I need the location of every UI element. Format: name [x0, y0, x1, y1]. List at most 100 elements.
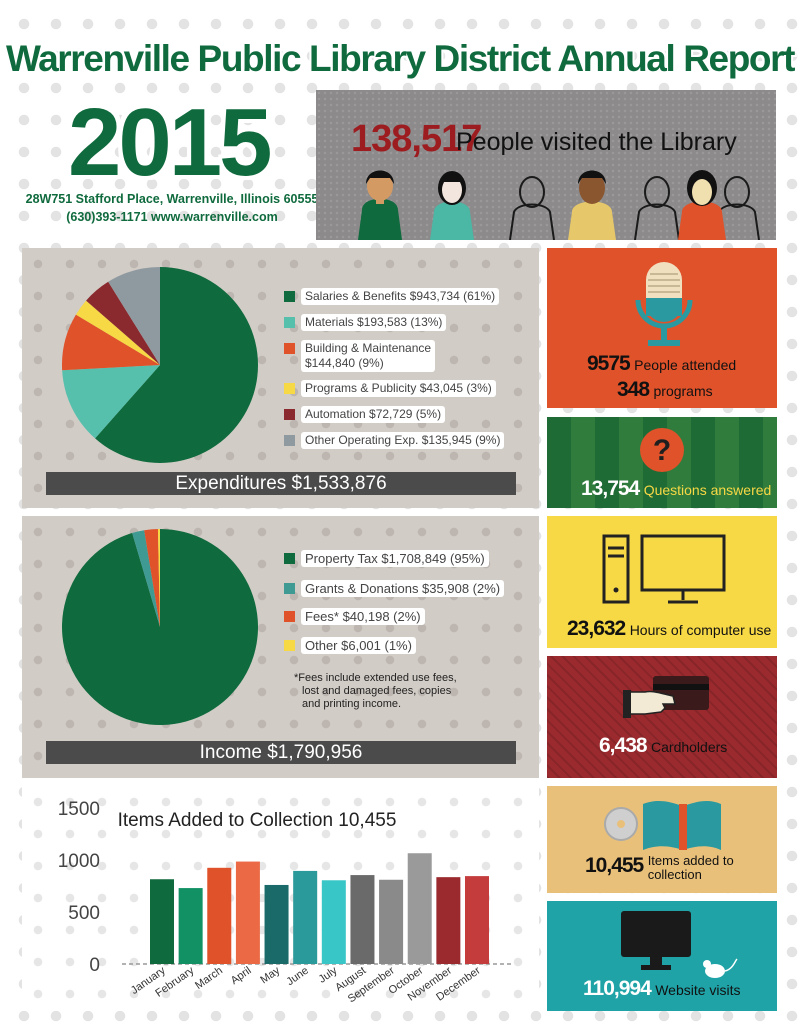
income-pie-chart: [62, 529, 259, 725]
legend-item: Property Tax $1,708,849 (95%): [284, 550, 489, 567]
bar: [150, 879, 174, 964]
pie-slice: [108, 267, 160, 365]
legend-label: Building & Maintenance $144,840 (9%): [301, 340, 436, 372]
questions-tile: ? 13,754 Questions answered: [547, 417, 777, 508]
visitors-panel: 138,517 People visited the Library: [316, 90, 776, 240]
legend-swatch: [284, 435, 295, 446]
question-icon: ?: [640, 428, 684, 472]
bar: [436, 877, 461, 964]
items-tile: 10,455 Items added to collection: [547, 786, 777, 893]
bar: [407, 853, 432, 964]
computer-stat: 23,632 Hours of computer use: [567, 617, 771, 641]
questions-stat: 13,754 Questions answered: [581, 477, 771, 501]
legend-swatch: [284, 553, 295, 564]
bar: [379, 879, 404, 964]
items-label: Items added to collection: [648, 854, 734, 882]
microphone-icon: [635, 262, 693, 346]
legend-item: Building & Maintenance $144,840 (9%): [284, 340, 436, 372]
website-label: Website visits: [655, 982, 741, 998]
items-stat: 10,455 Items added to collection: [585, 854, 734, 884]
legend-item: Automation $72,729 (5%): [284, 406, 446, 423]
book-and-disc-icon: [604, 800, 721, 850]
legend-item: Other Operating Exp. $135,945 (9%): [284, 432, 505, 449]
report-year: 2015: [68, 89, 273, 196]
pie-slice: [75, 300, 160, 365]
bar: [264, 884, 289, 964]
x-tick-label: June: [284, 965, 310, 989]
legend-label: Other Operating Exp. $135,945 (9%): [301, 432, 505, 449]
legend-label-line2: $144,840 (9%): [305, 356, 384, 370]
pie-slice: [132, 530, 160, 627]
contact-info: (630)393-1171 www.warrenville.com: [66, 210, 278, 224]
legend-swatch: [284, 583, 295, 594]
legend-item: Fees* $40,198 (2%): [284, 608, 425, 625]
legend-item: Other $6,001 (1%): [284, 637, 416, 654]
expenditures-total: Expenditures $1,533,876: [46, 472, 516, 495]
y-tick-label: 1000: [58, 851, 100, 872]
legend-item: Salaries & Benefits $943,734 (61%): [284, 288, 500, 305]
bar: [321, 880, 346, 964]
legend-label: Programs & Publicity $43,045 (3%): [301, 380, 496, 397]
legend-swatch: [284, 343, 295, 354]
person-icon: [358, 170, 402, 240]
legend-item: Grants & Donations $35,908 (2%): [284, 580, 505, 597]
items-label-line1: Items added to: [647, 853, 734, 868]
y-tick-label: 1500: [58, 799, 100, 820]
person-icon: [678, 170, 726, 240]
expenditures-panel: Salaries & Benefits $943,734 (61%) Mater…: [22, 248, 539, 508]
income-panel: Property Tax $1,708,849 (95%) Grants & D…: [22, 516, 539, 778]
questions-label: Questions answered: [643, 482, 772, 498]
y-tick-label: 500: [68, 903, 100, 924]
pie-slice: [144, 529, 160, 627]
items-count: 10,455: [585, 854, 644, 877]
legend-label: Other $6,001 (1%): [301, 637, 416, 654]
legend-item: Materials $193,583 (13%): [284, 314, 447, 331]
legend-label: Automation $72,729 (5%): [301, 406, 446, 423]
footnote-line: *Fees include extended use fees,: [294, 672, 457, 684]
bar: [350, 875, 375, 964]
programs-count-stat: 348 programs: [617, 378, 713, 402]
legend-label: Grants & Donations $35,908 (2%): [301, 580, 505, 597]
programs-count: 348: [617, 378, 650, 401]
legend-swatch: [284, 383, 295, 394]
legend-label: Property Tax $1,708,849 (95%): [301, 550, 489, 567]
y-tick-label: 0: [89, 955, 100, 976]
visitors-count: 138,517: [351, 118, 482, 160]
expenditures-pie-chart: [62, 267, 259, 463]
legend-label: Materials $193,583 (13%): [301, 314, 447, 331]
legend-label: Fees* $40,198 (2%): [301, 608, 425, 625]
monitor-mouse-icon: [621, 911, 738, 978]
income-footnote: *Fees include extended use fees, lost an…: [294, 672, 457, 711]
pie-slice: [62, 314, 160, 371]
bar: [235, 861, 260, 964]
legend-swatch: [284, 611, 295, 622]
people-illustration: [358, 170, 760, 240]
computer-icon: [602, 534, 726, 604]
x-tick-label: March: [193, 965, 225, 992]
legend-swatch: [284, 291, 295, 302]
cardholders-count: 6,438: [599, 734, 648, 757]
bar: [207, 867, 232, 964]
attendance-count: 9575: [587, 352, 631, 375]
computer-tile: 23,632 Hours of computer use: [547, 516, 777, 648]
legend-swatch: [284, 317, 295, 328]
items-chart-panel: Items Added to Collection 10,455 1500 100…: [22, 786, 539, 1011]
legend-label-line1: Building & Maintenance: [305, 341, 432, 355]
items-label-line2: collection: [647, 867, 702, 882]
computer-hours: 23,632: [567, 617, 626, 640]
income-total: Income $1,790,956: [46, 741, 516, 764]
cardholders-stat: 6,438 Cardholders: [599, 734, 727, 758]
crowd-outline-icon: [509, 176, 760, 240]
bar: [293, 870, 318, 964]
computer-label: Hours of computer use: [629, 622, 772, 638]
x-tick-label: May: [258, 964, 282, 986]
cardholders-label: Cardholders: [651, 739, 728, 755]
programs-tile: 9575 People attended 348 programs: [547, 248, 777, 408]
items-bar-chart: Items Added to Collection 10,455 1500 100…: [58, 799, 514, 1005]
bar: [178, 888, 203, 964]
footnote-line: and printing income.: [302, 698, 402, 710]
person-icon: [568, 170, 616, 240]
pie-slice: [95, 267, 259, 463]
library-card-icon: [623, 676, 709, 718]
svg-text:?: ?: [653, 434, 671, 467]
